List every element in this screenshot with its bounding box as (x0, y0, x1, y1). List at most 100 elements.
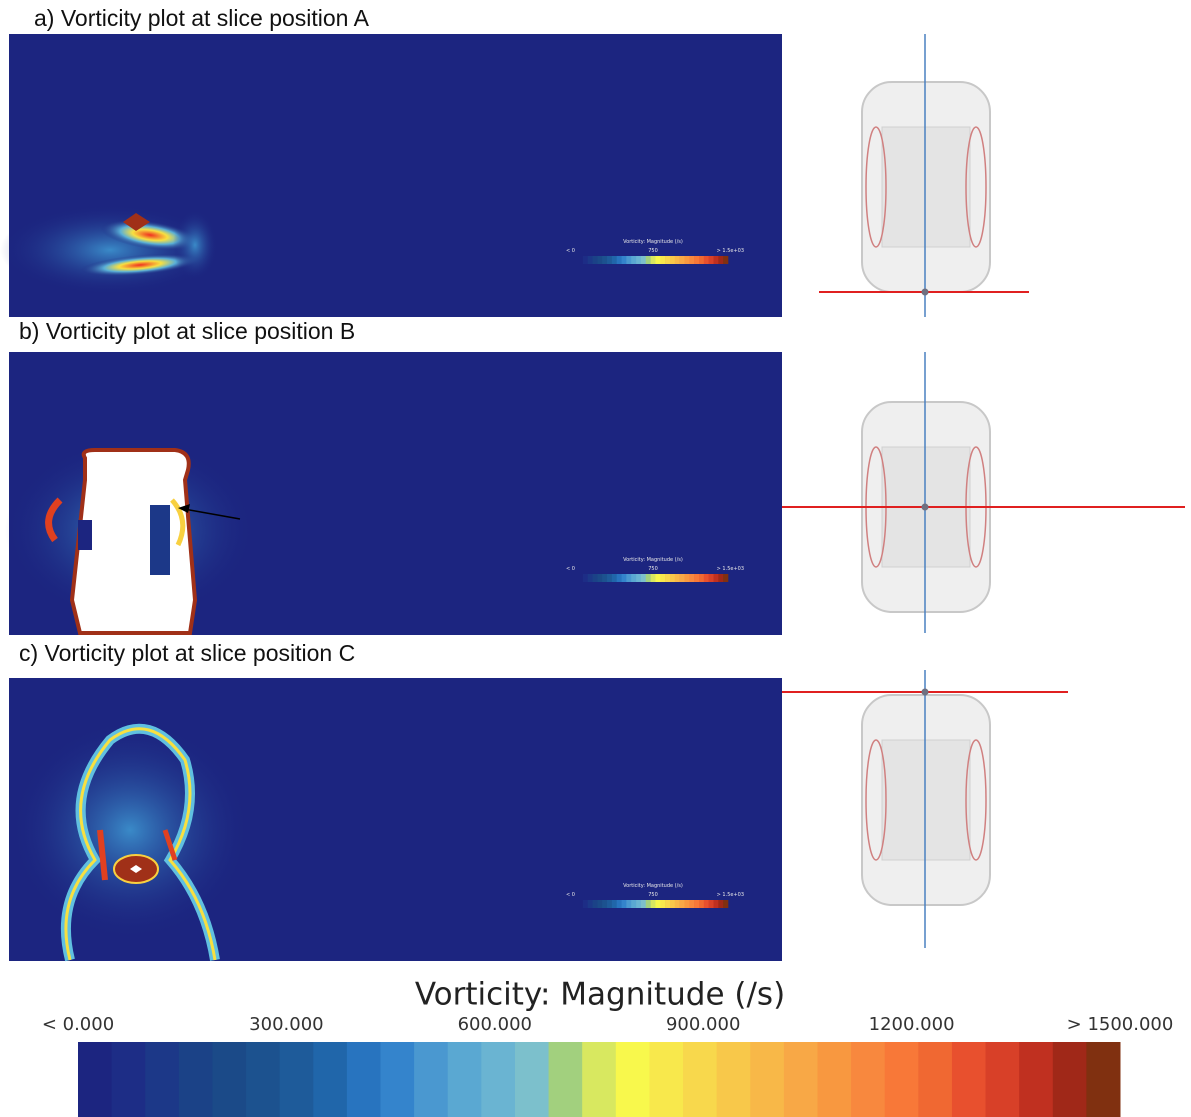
inset-colorbar-band (612, 900, 617, 908)
inset-colorbar-label: > 1.5e+03 (717, 566, 744, 572)
inset-colorbar-band (607, 574, 612, 582)
inset-colorbar-band (651, 574, 656, 582)
slice-diagram (782, 670, 1068, 948)
colorbar-band (986, 1042, 1020, 1117)
colorbar-band (549, 1042, 583, 1117)
colorbar-band (582, 1042, 616, 1117)
inset-colorbar-band (723, 900, 728, 908)
colorbar-band (414, 1042, 448, 1117)
inset-colorbar-band (597, 256, 602, 264)
inset-colorbar-band (622, 900, 627, 908)
colorbar-band (817, 1042, 851, 1117)
inset-colorbar-band (651, 900, 656, 908)
inset-colorbar-band (597, 574, 602, 582)
inset-colorbar-band (636, 900, 641, 908)
inset-colorbar-band (689, 900, 694, 908)
inset-colorbar-band (646, 256, 651, 264)
inset-colorbar-band (636, 574, 641, 582)
panel-title: c) Vorticity plot at slice position C (19, 640, 355, 666)
colorbar-tick-label: 300.000 (249, 1014, 323, 1035)
inset-colorbar-band (636, 256, 641, 264)
inset-colorbar-band (723, 256, 728, 264)
colorbar-band (1053, 1042, 1087, 1117)
inset-colorbar-band (680, 256, 685, 264)
inset-colorbar-band (718, 256, 723, 264)
slice-point (922, 689, 929, 696)
slice-point (922, 504, 929, 511)
colorbar-band (784, 1042, 818, 1117)
inset-colorbar-band (651, 256, 656, 264)
window (92, 505, 150, 615)
hub (882, 740, 970, 860)
inset-colorbar-band (631, 256, 636, 264)
inset-colorbar-band (665, 256, 670, 264)
inset-colorbar-band (655, 900, 660, 908)
inset-colorbar-band (699, 900, 704, 908)
inset-colorbar-band (675, 256, 680, 264)
inset-colorbar-band (694, 256, 699, 264)
colorbar-tick-label: 1200.000 (869, 1014, 955, 1035)
inset-colorbar-band (578, 574, 583, 582)
colorbar-band (381, 1042, 415, 1117)
inset-colorbar-band (694, 900, 699, 908)
inset-colorbar-band (646, 900, 651, 908)
inset-colorbar-band (617, 574, 622, 582)
colorbar-band (515, 1042, 549, 1117)
figure: a) Vorticity plot at slice position AVor… (0, 0, 1191, 1117)
inset-colorbar-label: < 0 (566, 248, 575, 254)
inset-colorbar-label: 750 (648, 248, 658, 254)
colorbar-band (918, 1042, 952, 1117)
colorbar-tick-label: < 0.000 (42, 1014, 114, 1035)
slice-diagram (819, 34, 1029, 317)
colorbar-band (347, 1042, 381, 1117)
colorbar-band (246, 1042, 280, 1117)
inset-colorbar-band (612, 574, 617, 582)
inner-cavity (148, 505, 170, 575)
inset-colorbar-band (583, 900, 588, 908)
inset-colorbar-band (675, 900, 680, 908)
inset-colorbar-title: Vorticity: Magnitude (/s) (623, 883, 683, 889)
vortex-haze (10, 720, 250, 940)
inset-colorbar-band (694, 574, 699, 582)
inset-colorbar-band (583, 256, 588, 264)
inset-colorbar-band (588, 574, 593, 582)
inset-colorbar-title: Vorticity: Magnitude (/s) (623, 557, 683, 563)
inset-colorbar-band (689, 574, 694, 582)
inset-colorbar-band (626, 574, 631, 582)
colorbar-title: Vorticity: Magnitude (/s) (415, 977, 785, 1013)
colorbar-band (212, 1042, 246, 1117)
colorbar-band (750, 1042, 784, 1117)
inset-colorbar-band (612, 256, 617, 264)
inset-colorbar-band (583, 574, 588, 582)
inset-colorbar-band (660, 574, 665, 582)
inset-colorbar-label: < 0 (566, 892, 575, 898)
inset-colorbar-band (684, 900, 689, 908)
colorbar-tick-label: 600.000 (458, 1014, 532, 1035)
vorticity-plot: Vorticity: Magnitude (/s)< 0750> 1.5e+03 (5, 352, 782, 635)
colorbar-band (145, 1042, 179, 1117)
inset-colorbar-band (709, 900, 714, 908)
inset-colorbar-band (689, 256, 694, 264)
colorbar-band (448, 1042, 482, 1117)
colorbar-band (280, 1042, 314, 1117)
inset-colorbar-band (641, 574, 646, 582)
inset-colorbar-band (665, 574, 670, 582)
colorbar-band (851, 1042, 885, 1117)
inset-colorbar-band (655, 256, 660, 264)
inset-colorbar-band (588, 256, 593, 264)
inset-colorbar-band (607, 900, 612, 908)
inset-colorbar-band (655, 574, 660, 582)
inset-colorbar-band (617, 900, 622, 908)
colorbar-band (952, 1042, 986, 1117)
slice-point (922, 289, 929, 296)
inset-colorbar-band (699, 574, 704, 582)
colorbar-band (1019, 1042, 1053, 1117)
inset-colorbar-title: Vorticity: Magnitude (/s) (623, 239, 683, 245)
slice-diagram (782, 352, 1185, 633)
colorbar-band (78, 1042, 112, 1117)
inset-colorbar-band (709, 256, 714, 264)
inset-colorbar-band (718, 574, 723, 582)
inset-colorbar-band (684, 256, 689, 264)
inset-colorbar-band (670, 900, 675, 908)
